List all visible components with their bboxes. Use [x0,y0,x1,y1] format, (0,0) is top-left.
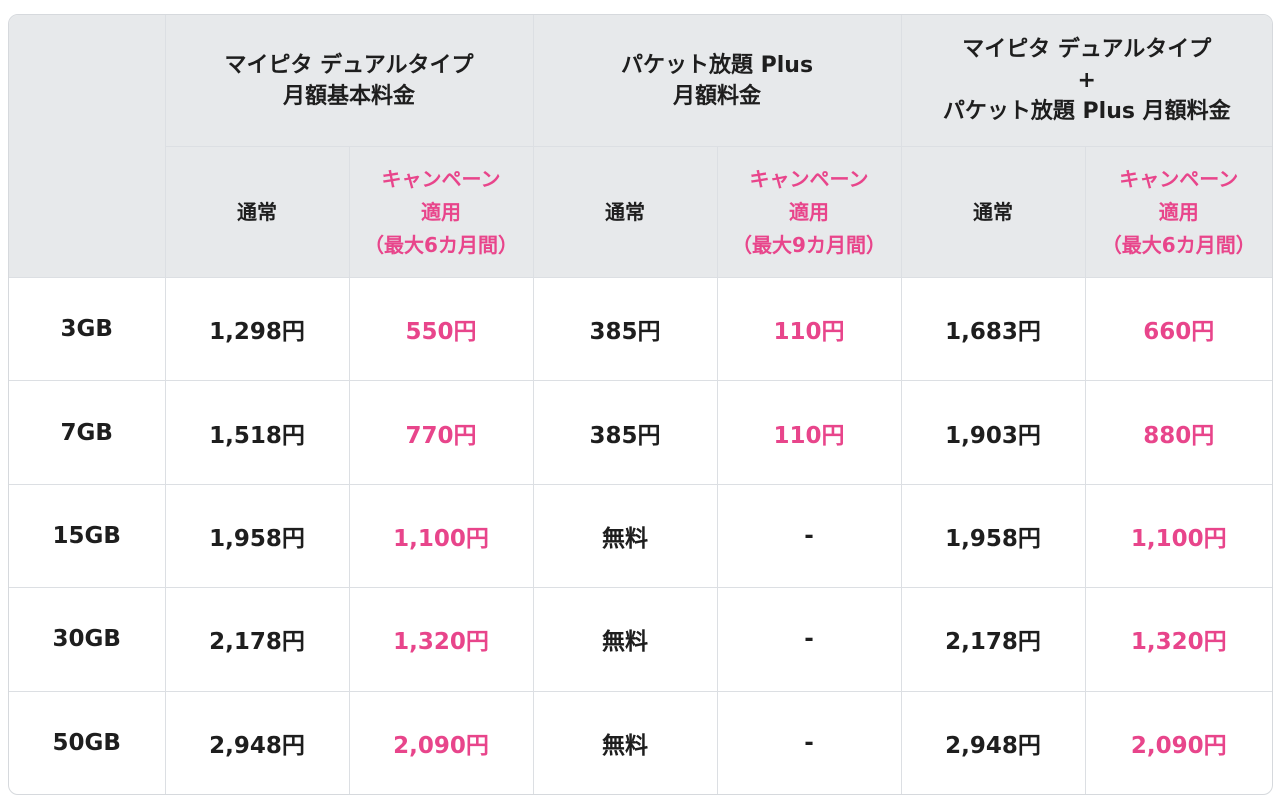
campaign-price-cell: 2,090円 [1084,690,1272,794]
campaign-price-cell: 1,320円 [1084,587,1272,692]
campaign-line: 適用 [789,199,830,224]
subheader-normal: 通常 [165,146,350,278]
corner-cell [9,15,166,278]
subheader-normal: 通常 [532,146,718,278]
price-cell: 無料 [532,483,718,589]
campaign-line: 適用 [1158,199,1199,224]
table-row: 7GB 1,518円 770円 385円 110円 1,903円 880円 [9,380,1272,485]
campaign-price-cell: 1,100円 [1084,483,1272,589]
group-header-line: パケット放題 Plus 月額料金 [942,99,1231,124]
campaign-line: 適用 [421,199,461,224]
group-header-line: 月額料金 [673,83,762,109]
subheader-campaign: キャンペーン 適用 （最大9カ月間） [716,146,902,278]
campaign-price-cell: 880円 [1084,380,1272,485]
group-header-line: + [1077,68,1096,93]
campaign-line: （最大6カ月間） [364,232,518,257]
table-row: 50GB 2,948円 2,090円 無料 - 2,948円 2,090円 [9,690,1272,794]
header-row-subcolumns: 通常 キャンペーン 適用 （最大6カ月間） 通常 キャンペーン 適用 （最大9カ… [9,146,1272,278]
price-cell: 無料 [532,690,718,794]
price-cell: 1,683円 [900,277,1086,382]
table-row: 15GB 1,958円 1,100円 無料 - 1,958円 1,100円 [9,483,1272,589]
plan-cell: 3GB [9,277,166,382]
header-row-groups: マイピタ デュアルタイプ 月額基本料金 パケット放題 Plus 月額料金 マイピ… [9,15,1272,278]
campaign-price-cell: 110円 [716,277,902,382]
group-header-line: マイピタ デュアルタイプ [962,37,1212,62]
pricing-table-container: マイピタ デュアルタイプ 月額基本料金 パケット放題 Plus 月額料金 マイピ… [8,14,1273,795]
subheader-normal: 通常 [900,146,1086,278]
price-cell: 1,958円 [164,483,350,589]
pricing-table: マイピタ デュアルタイプ 月額基本料金 パケット放題 Plus 月額料金 マイピ… [9,15,1272,794]
price-cell: - [716,690,902,794]
group-header-line: マイピタ デュアルタイプ [224,52,474,78]
subheader-campaign: キャンペーン 適用 （最大6カ月間） [348,146,534,278]
price-cell: 1,518円 [164,380,350,485]
price-cell: 1,958円 [900,483,1086,589]
plan-cell: 7GB [9,380,166,485]
campaign-price-cell: 1,100円 [348,483,534,589]
table-row: 30GB 2,178円 1,320円 無料 - 2,178円 1,320円 [9,587,1272,692]
campaign-line: キャンペーン [749,166,869,191]
price-cell: 2,948円 [900,690,1086,794]
campaign-price-cell: 110円 [716,380,902,485]
price-cell: - [716,587,902,692]
price-cell: 2,178円 [900,587,1086,692]
campaign-price-cell: 660円 [1084,277,1272,382]
plan-cell: 50GB [9,690,166,794]
price-cell: 無料 [532,587,718,692]
price-cell: 2,948円 [164,690,350,794]
campaign-price-cell: 1,320円 [348,587,534,692]
group-header-line: パケット放題 Plus [620,52,814,78]
price-cell: 2,178円 [164,587,350,692]
price-cell: - [716,483,902,589]
price-cell: 385円 [532,277,718,382]
price-cell: 1,298円 [164,277,350,382]
price-cell: 1,903円 [900,380,1086,485]
campaign-line: キャンペーン [1119,166,1239,191]
group-header-base: マイピタ デュアルタイプ 月額基本料金 [164,15,534,147]
plan-cell: 15GB [9,483,166,589]
campaign-price-cell: 2,090円 [348,690,534,794]
table-row: 3GB 1,298円 550円 385円 110円 1,683円 660円 [9,277,1272,382]
group-header-total: マイピタ デュアルタイプ + パケット放題 Plus 月額料金 [900,15,1272,147]
group-header-packet: パケット放題 Plus 月額料金 [532,15,902,147]
campaign-line: キャンペーン [381,166,501,191]
campaign-line: （最大6カ月間） [1101,232,1256,257]
group-header-line: 月額基本料金 [283,83,416,109]
campaign-price-cell: 770円 [348,380,534,485]
campaign-price-cell: 550円 [348,277,534,382]
plan-cell: 30GB [9,587,166,692]
subheader-campaign: キャンペーン 適用 （最大6カ月間） [1084,146,1272,278]
price-cell: 385円 [532,380,718,485]
campaign-line: （最大9カ月間） [732,232,886,257]
